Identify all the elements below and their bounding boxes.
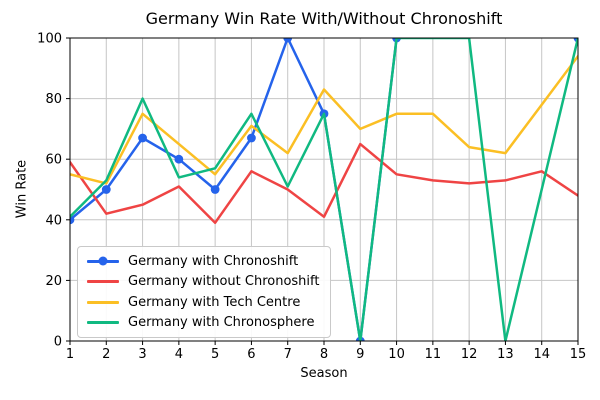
legend-label: Germany with Chronoshift bbox=[128, 253, 299, 269]
legend-entry: Germany with Chronoshift bbox=[87, 255, 324, 268]
x-tick-label: 12 bbox=[461, 347, 478, 362]
legend-entry: Germany with Tech Centre bbox=[87, 296, 324, 309]
series-line bbox=[70, 142, 578, 225]
data-point-marker bbox=[101, 185, 111, 194]
data-point-marker bbox=[138, 133, 147, 143]
data-point-marker bbox=[283, 38, 293, 43]
y-tick-label: 40 bbox=[45, 213, 62, 228]
legend-entry: Germany without Chronoshift bbox=[87, 275, 324, 288]
y-tick-label: 80 bbox=[45, 92, 62, 107]
x-tick-label: 9 bbox=[356, 347, 364, 362]
x-tick-label: 2 bbox=[102, 347, 110, 362]
series-lines bbox=[70, 38, 578, 341]
axis-ticks bbox=[66, 37, 579, 345]
x-tick-label: 5 bbox=[211, 347, 219, 362]
x-tick-label: 8 bbox=[320, 347, 328, 362]
data-point-marker bbox=[174, 154, 184, 164]
x-tick-label: 15 bbox=[570, 347, 587, 362]
y-tick-label: 60 bbox=[45, 153, 62, 168]
legend-line-swatch bbox=[87, 280, 119, 284]
x-axis-label: Season bbox=[300, 366, 348, 381]
x-tick-label: 10 bbox=[388, 347, 405, 362]
x-tick-label: 6 bbox=[247, 347, 255, 362]
x-tick-label: 3 bbox=[138, 347, 146, 362]
x-tick-label: 4 bbox=[175, 347, 183, 362]
x-tick-label: 14 bbox=[533, 347, 550, 362]
legend-line-swatch bbox=[87, 321, 119, 325]
x-tick-label: 13 bbox=[497, 347, 514, 362]
legend-label: Germany with Chronosphere bbox=[128, 315, 315, 331]
legend-marker-dot bbox=[98, 256, 108, 266]
y-axis-label: Win Rate bbox=[14, 159, 30, 219]
x-tick-label: 11 bbox=[425, 347, 442, 362]
x-tick-label: 7 bbox=[284, 347, 292, 362]
y-tick-label: 0 bbox=[54, 335, 62, 350]
legend-line-swatch bbox=[87, 300, 119, 304]
y-tick-label: 20 bbox=[45, 274, 62, 289]
legend-entry: Germany with Chronosphere bbox=[87, 316, 324, 329]
series-line bbox=[70, 38, 578, 341]
x-tick-label: 1 bbox=[66, 347, 74, 362]
data-point-marker bbox=[247, 133, 256, 143]
data-point-marker bbox=[210, 185, 220, 194]
legend-label: Germany without Chronoshift bbox=[128, 274, 320, 290]
legend-line-swatch bbox=[87, 256, 119, 266]
legend-label: Germany with Tech Centre bbox=[128, 294, 301, 310]
data-point-marker bbox=[70, 215, 75, 225]
y-tick-label: 100 bbox=[37, 32, 62, 47]
legend: Germany with Chronoshift Germany without… bbox=[77, 246, 331, 338]
chart-title: Germany Win Rate With/Without Chronoshif… bbox=[145, 9, 503, 28]
